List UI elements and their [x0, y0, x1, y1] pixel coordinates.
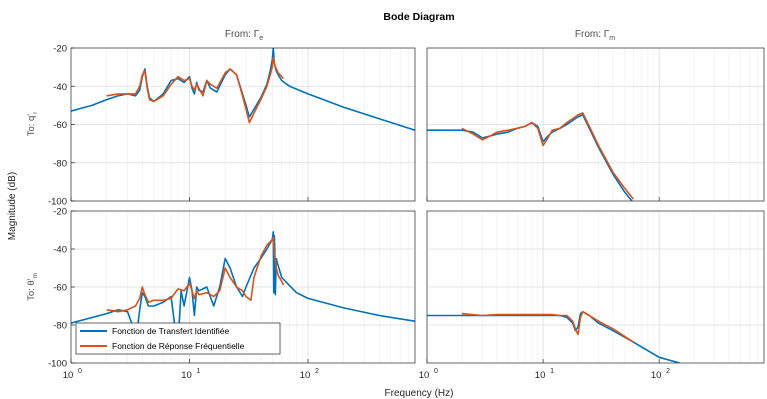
- x-tick-label-exponent: 2: [315, 368, 319, 375]
- col-title-from-gamma-e: From: Γe: [225, 29, 263, 42]
- legend-label-measured: Fonction de Réponse Fréquentielle: [112, 341, 245, 351]
- panel-top-right: [426, 47, 765, 202]
- series-line-identified-bottom-left: [71, 231, 415, 345]
- x-tick-label: 10: [300, 370, 311, 381]
- row-title-to-theta-m: To: θ'm: [26, 273, 39, 301]
- y-tick-label: -60: [53, 283, 67, 294]
- x-tick-label-exponent: 2: [666, 368, 670, 375]
- y-tick-label: -60: [53, 120, 67, 131]
- series-line-identified-bottom-right: [427, 310, 680, 363]
- x-tick-label-exponent: 1: [196, 368, 200, 375]
- legend-box: [75, 322, 281, 355]
- x-tick-label: 10: [651, 370, 662, 381]
- x-tick-label: 10: [63, 370, 74, 381]
- panel-bottom-right: 10 0 10 1 10 2: [419, 210, 765, 381]
- y-tick-label: -100: [48, 197, 67, 208]
- series-line-measured-top-right: [461, 112, 635, 200]
- x-tick-label-exponent: 0: [78, 368, 82, 375]
- series-line-measured-bottom-right: [461, 310, 634, 343]
- legend: Fonction de Transfert Identifiée Fonctio…: [75, 322, 281, 355]
- plot-frame: [426, 47, 765, 202]
- chart-title: Bode Diagram: [383, 11, 454, 23]
- y-tick-label: -20: [53, 44, 67, 55]
- x-tick-label: 10: [419, 370, 430, 381]
- x-tick-label: 10: [535, 370, 546, 381]
- y-tick-label: -100: [48, 359, 67, 370]
- panel-top-left: -20 -40 -60 -80 -100: [48, 44, 416, 208]
- x-tick-label-exponent: 1: [550, 368, 554, 375]
- y-tick-label: -40: [53, 245, 67, 256]
- x-axis-label: Frequency (Hz): [385, 388, 454, 399]
- series-line-measured-top-left: [106, 56, 284, 124]
- y-tick-label: -40: [53, 82, 67, 93]
- y-tick-label: -80: [53, 321, 67, 332]
- series-line-measured-bottom-left: [106, 236, 285, 313]
- y-axis-label: Magnitude (dB): [7, 172, 18, 240]
- y-tick-label: -80: [53, 158, 67, 169]
- x-tick-label-exponent: 0: [434, 368, 438, 375]
- y-tick-label: -20: [53, 207, 67, 218]
- x-tick-label: 10: [181, 370, 192, 381]
- legend-label-identified: Fonction de Transfert Identifiée: [112, 326, 229, 336]
- col-title-from-gamma-m: From: Γm: [575, 29, 615, 42]
- plot-frame: [426, 210, 765, 364]
- row-title-to-q-r: To: q'r: [26, 111, 39, 136]
